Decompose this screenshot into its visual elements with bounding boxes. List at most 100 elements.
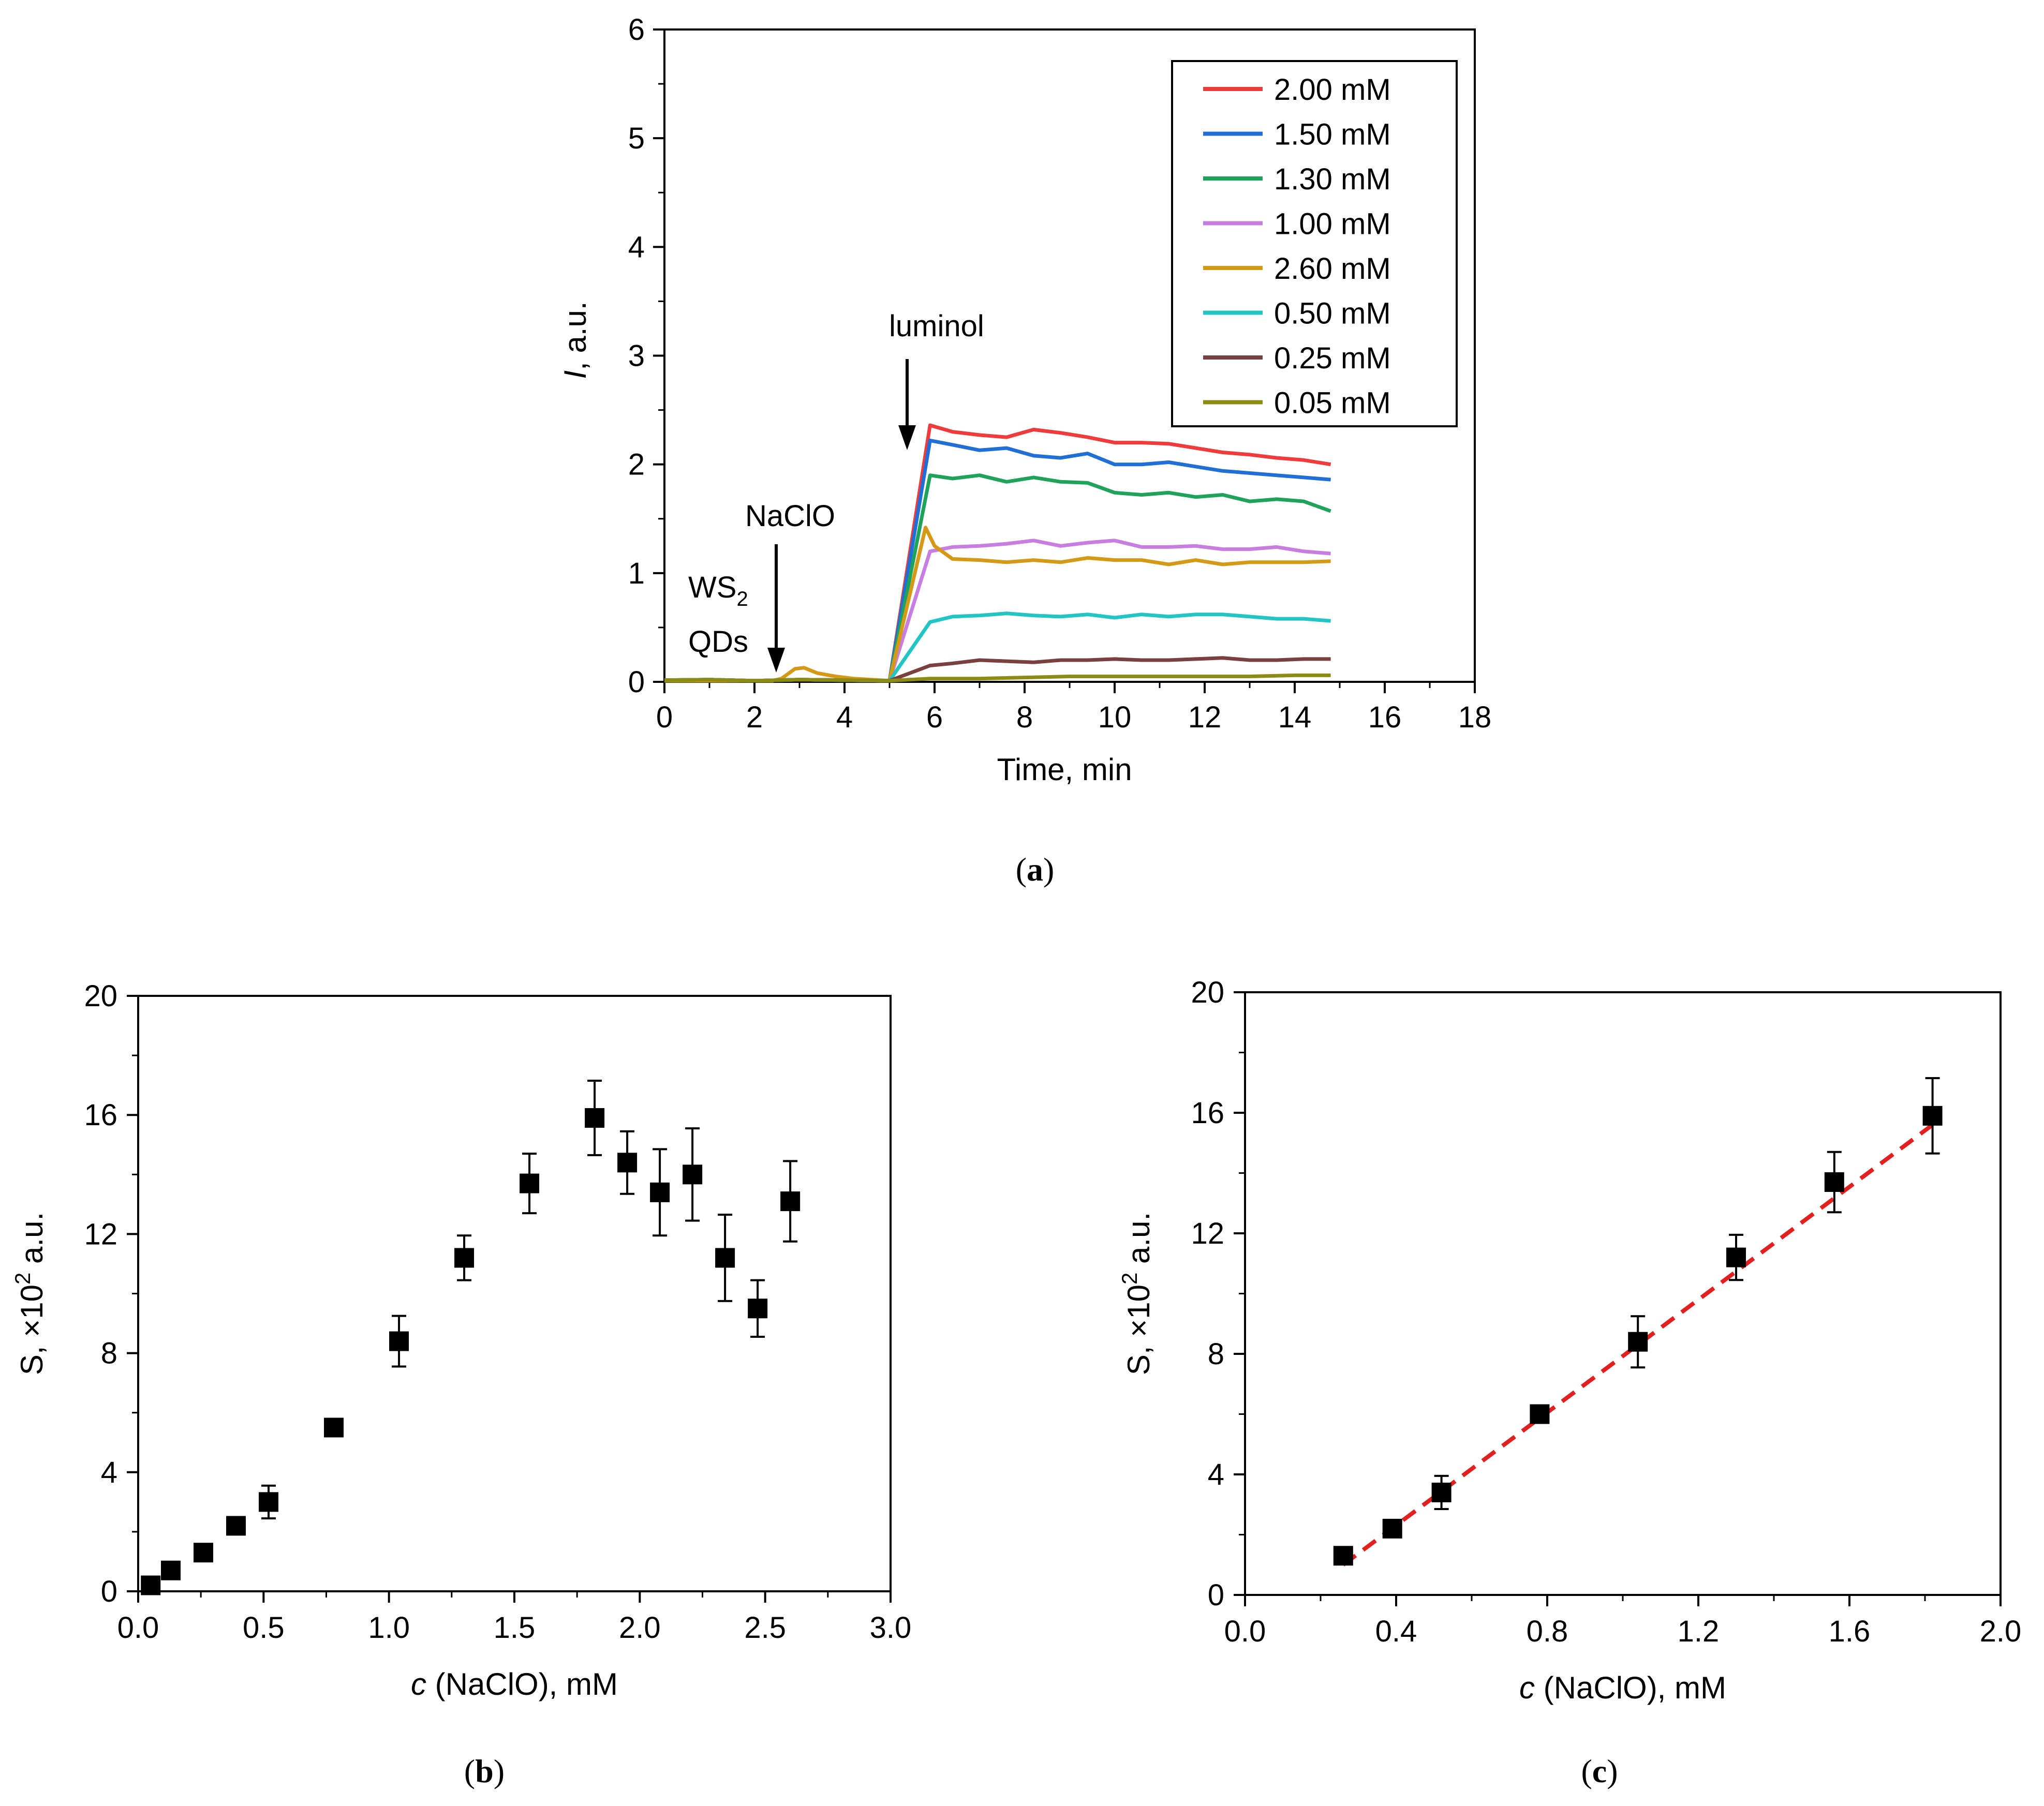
panel-b-chart: 0.0 0.5 1.0 1.5 2.0 2.5 3.0 0 4 8 12 16 20 c (NaClO),… [10, 979, 911, 1789]
x-tick-label-b: 2.0 [619, 1611, 661, 1645]
y-axis-label-c: S, ×102 a.u. [1117, 1212, 1156, 1375]
x-tick-label-a: 14 [1278, 700, 1312, 734]
y-tick-label-b: 0 [101, 1575, 117, 1608]
x-tick-label-a: 2 [746, 700, 763, 734]
annotation-luminol: luminol [889, 309, 984, 343]
y-tick-label-c: 20 [1191, 976, 1224, 1009]
series-line-050 [664, 611, 1331, 683]
data-point-c [1382, 1518, 1402, 1539]
y-tick-label-b: 4 [101, 1456, 117, 1489]
data-point-b [520, 1173, 540, 1193]
x-tick-label-a: 12 [1188, 700, 1222, 734]
data-point-b [194, 1543, 214, 1563]
data-point-c [1333, 1546, 1353, 1566]
y-tick-label-c: 8 [1208, 1337, 1224, 1371]
x-tick-label-a: 18 [1458, 700, 1492, 734]
y-axis-label-b: S, ×102 a.u. [10, 1212, 49, 1375]
series-line-200 [664, 423, 1331, 683]
legend-label: 1.00 mM [1274, 207, 1391, 241]
x-tick-label-c: 0.4 [1375, 1615, 1417, 1648]
y-tick-label-a: 6 [628, 13, 645, 47]
caption-c: (c) [1581, 1753, 1618, 1789]
x-tick-label-a: 10 [1098, 700, 1132, 734]
y-tick-label-a: 0 [628, 665, 645, 699]
data-point-b [715, 1248, 735, 1268]
data-point-b [780, 1191, 801, 1212]
y-tick-label-a: 4 [628, 230, 645, 264]
data-point-c [1628, 1332, 1648, 1352]
data-point-c [1824, 1172, 1844, 1192]
x-tick-label-b: 1.0 [368, 1611, 410, 1645]
legend-label: 1.30 mM [1274, 162, 1391, 196]
data-point-b [389, 1331, 409, 1351]
y-tick-label-c: 16 [1191, 1096, 1224, 1130]
data-point-b [259, 1492, 279, 1512]
annotation-qds: QDs [688, 625, 748, 659]
annotation-ws2: WS2 [688, 571, 748, 610]
x-tick-label-a: 6 [926, 700, 943, 734]
legend-label: 2.60 mM [1274, 252, 1391, 286]
y-tick-label-a: 5 [628, 122, 645, 155]
x-tick-label-c: 1.2 [1678, 1615, 1720, 1648]
x-tick-label-c: 0.0 [1224, 1615, 1266, 1648]
data-point-b [585, 1108, 605, 1128]
data-point-c [1726, 1247, 1746, 1267]
y-tick-label-a: 2 [628, 448, 645, 482]
x-tick-label-a: 0 [656, 700, 673, 734]
plot-frame-b [137, 995, 892, 1592]
legend-box [1171, 60, 1458, 427]
data-point-b [617, 1153, 638, 1173]
y-tick-label-c: 0 [1208, 1578, 1224, 1612]
plot-frame-c [1244, 991, 2002, 1596]
y-tick-label-b: 12 [84, 1217, 117, 1251]
y-tick-label-c: 12 [1191, 1217, 1224, 1250]
x-tick-label-b: 2.5 [744, 1611, 786, 1645]
luminol-arrow-head [898, 425, 916, 450]
panel-c-chart: 0.0 0.4 0.8 1.2 1.6 2.0 0 4 8 12 16 20 c (NaClO), mM… [1117, 976, 2021, 1789]
naclo-arrow-head [767, 648, 785, 673]
series-line-005 [664, 673, 1331, 683]
y-tick-label-c: 4 [1208, 1458, 1224, 1491]
x-tick-label-a: 8 [1016, 700, 1033, 734]
caption-a: (a) [1016, 851, 1055, 888]
y-tick-label-a: 1 [628, 557, 645, 590]
data-point-b [683, 1165, 703, 1185]
x-axis-label-b: c (NaClO), mM [411, 1667, 618, 1701]
x-tick-label-c: 2.0 [1980, 1615, 2022, 1648]
y-tick-label-b: 16 [84, 1098, 117, 1132]
x-axis-label-a: Time, min [997, 752, 1132, 787]
data-point-c [1922, 1106, 1943, 1126]
x-tick-label-c: 1.6 [1829, 1615, 1871, 1648]
series-line-260 [664, 526, 1331, 683]
x-tick-label-c: 0.8 [1527, 1615, 1568, 1648]
data-point-c [1431, 1482, 1451, 1502]
legend-label: 2.00 mM [1274, 73, 1391, 107]
y-tick-label-a: 3 [628, 339, 645, 373]
x-tick-label-b: 3.0 [870, 1611, 912, 1645]
data-point-b [141, 1575, 161, 1595]
x-tick-label-b: 0.0 [117, 1611, 159, 1645]
annotation-naclo: NaClO [745, 499, 835, 533]
legend-label: 1.50 mM [1274, 118, 1391, 152]
data-point-b [650, 1182, 670, 1202]
legend-label: 0.05 mM [1274, 386, 1391, 420]
caption-b: (b) [464, 1753, 505, 1789]
y-axis-label-a: I, a.u. [558, 301, 593, 379]
y-tick-label-b: 8 [101, 1337, 117, 1370]
data-point-b [748, 1298, 768, 1319]
data-point-b [226, 1516, 246, 1536]
legend-label: 0.25 mM [1274, 341, 1391, 375]
legend-label: 0.50 mM [1274, 297, 1391, 331]
x-tick-label-b: 1.5 [494, 1611, 536, 1645]
data-point-b [161, 1560, 181, 1580]
x-tick-label-b: 0.5 [243, 1611, 285, 1645]
x-tick-label-a: 4 [836, 700, 853, 734]
data-point-b [454, 1248, 475, 1268]
y-tick-label-b: 20 [84, 979, 117, 1013]
data-point-c [1530, 1404, 1550, 1424]
x-tick-label-a: 16 [1368, 700, 1402, 734]
data-point-b [324, 1417, 344, 1438]
x-axis-label-c: c (NaClO), mM [1519, 1670, 1726, 1705]
